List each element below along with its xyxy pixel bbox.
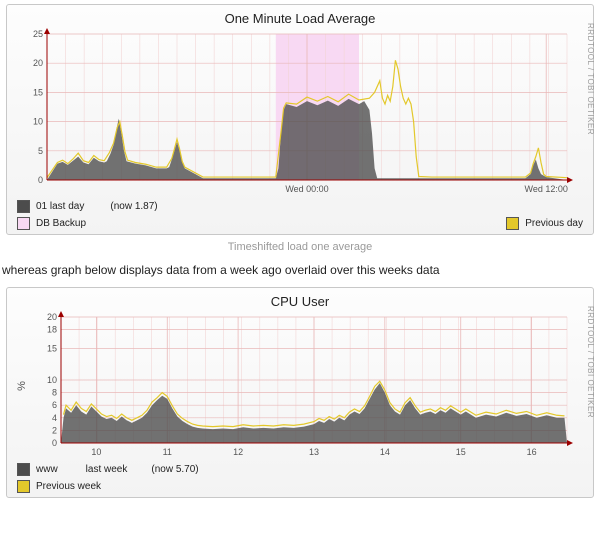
chart1-title: One Minute Load Average — [15, 11, 585, 26]
svg-text:15: 15 — [456, 447, 466, 457]
svg-text:15: 15 — [33, 87, 43, 97]
svg-text:10: 10 — [91, 447, 101, 457]
chart2-ylabel: % — [15, 311, 29, 461]
svg-text:20: 20 — [47, 312, 57, 322]
legend-swatch-prevweek — [17, 480, 30, 493]
svg-text:15: 15 — [47, 344, 57, 354]
interstitial-text: whereas graph below displays data from a… — [2, 263, 600, 277]
legend-label-prevday: Previous day — [525, 218, 583, 229]
legend-label-prevweek: Previous week — [36, 481, 101, 492]
chart1-plot: 0 5 10 15 20 25 Wed 00:00 Wed 12:00 — [15, 28, 575, 198]
svg-text:10: 10 — [47, 375, 57, 385]
svg-text:Wed 00:00: Wed 00:00 — [285, 184, 328, 194]
svg-text:4: 4 — [52, 413, 57, 423]
legend-period: last week — [86, 464, 128, 475]
chart2-legend: www last week (now 5.70) Previous week — [15, 461, 585, 493]
legend-now-value-2: (now 5.70) — [151, 464, 198, 475]
svg-text:16: 16 — [527, 447, 537, 457]
legend-label-lastday: 01 last day — [36, 201, 84, 212]
legend-swatch-dbbackup — [17, 217, 30, 230]
svg-text:25: 25 — [33, 29, 43, 39]
legend-swatch-prevday — [506, 217, 519, 230]
rrdtool-watermark: RRDTOOL / TOBI OETIKER — [586, 306, 595, 418]
legend-label-www: www — [36, 464, 58, 475]
svg-text:0: 0 — [38, 175, 43, 185]
load-average-panel: RRDTOOL / TOBI OETIKER One Minute Load A… — [6, 4, 594, 235]
legend-swatch-www — [17, 463, 30, 476]
chart1-legend: 01 last day (now 1.87) DB Backup Previou… — [15, 198, 585, 230]
svg-text:12: 12 — [233, 447, 243, 457]
chart1-caption: Timeshifted load one average — [0, 241, 600, 253]
chart2-title: CPU User — [15, 294, 585, 309]
svg-text:0: 0 — [52, 438, 57, 448]
cpu-user-panel: RRDTOOL / TOBI OETIKER CPU User % 0 2 4 6 8 1… — [6, 287, 594, 498]
svg-text:11: 11 — [163, 447, 172, 457]
svg-text:10: 10 — [33, 117, 43, 127]
rrdtool-watermark: RRDTOOL / TOBI OETIKER — [586, 23, 595, 135]
chart2-plot: 0 2 4 6 8 10 15 18 20 10 11 12 13 14 15 16 — [29, 311, 575, 461]
svg-text:8: 8 — [52, 388, 57, 398]
svg-text:2: 2 — [52, 425, 57, 435]
svg-text:14: 14 — [380, 447, 390, 457]
legend-swatch-lastday — [17, 200, 30, 213]
svg-text:6: 6 — [52, 400, 57, 410]
legend-now-value: (now 1.87) — [110, 201, 157, 212]
svg-text:18: 18 — [47, 325, 57, 335]
svg-text:5: 5 — [38, 146, 43, 156]
svg-text:13: 13 — [309, 447, 319, 457]
legend-label-dbbackup: DB Backup — [36, 218, 86, 229]
svg-text:20: 20 — [33, 58, 43, 68]
svg-text:Wed 12:00: Wed 12:00 — [525, 184, 568, 194]
